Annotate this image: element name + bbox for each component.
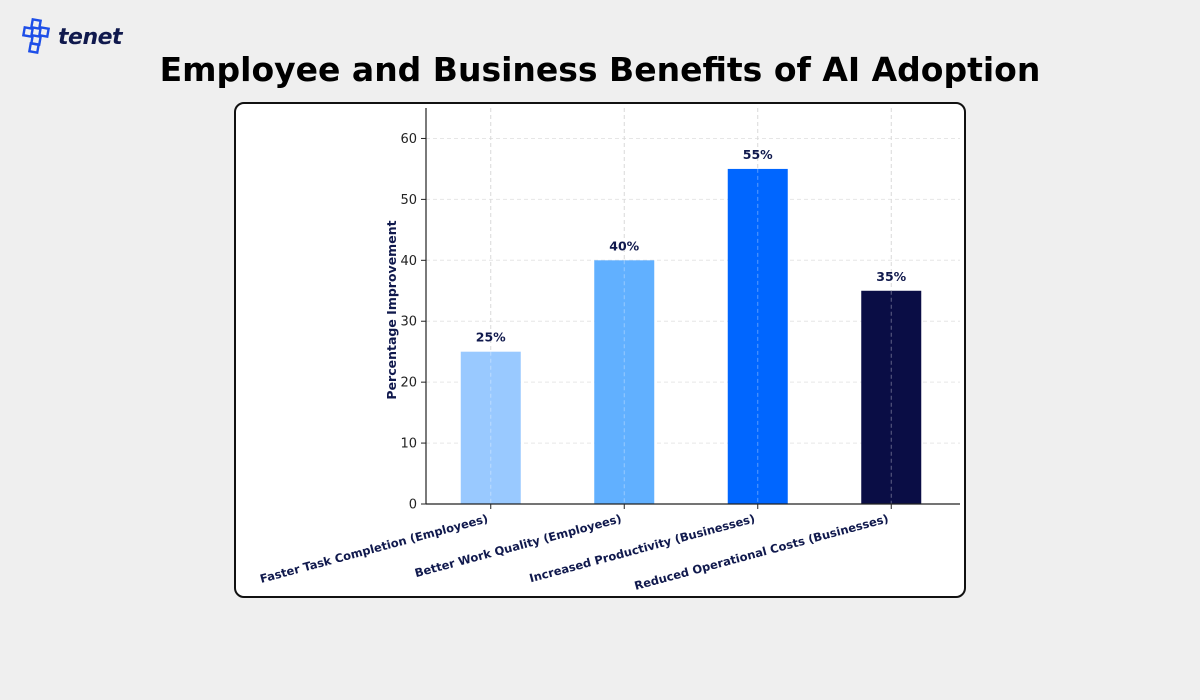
- bar-1: [460, 351, 521, 504]
- bar-2: [594, 260, 655, 504]
- tenet-logo-icon: [21, 18, 51, 55]
- y-tick-label: 50: [400, 193, 417, 208]
- category-label-4: Reduced Operational Costs (Businesses): [633, 511, 890, 592]
- chart-bars: [460, 168, 922, 504]
- y-tick-label: 30: [400, 315, 417, 330]
- data-label-4: 35%: [876, 269, 906, 284]
- bar-4: [861, 290, 922, 504]
- y-tick-label: 10: [400, 437, 417, 452]
- category-label-3: Increased Productivity (Businesses): [528, 511, 757, 585]
- y-tick-label: 40: [400, 254, 417, 269]
- y-axis-title: Percentage Improvement: [384, 220, 399, 399]
- brand-logo: tenet: [20, 18, 123, 56]
- chart-axes: [421, 108, 960, 509]
- category-label-1: Faster Task Completion (Employees): [258, 511, 489, 585]
- chart-card: 0 10 20 30 40 50 60 25% Faster Task Completion (…: [234, 102, 966, 598]
- data-label-2: 40%: [609, 238, 639, 253]
- data-label-1: 25%: [476, 330, 506, 345]
- bar-chart: 0 10 20 30 40 50 60 25% Faster Task Completion (…: [258, 108, 960, 593]
- y-tick-label: 0: [409, 498, 417, 513]
- y-tick-label: 60: [400, 132, 417, 147]
- data-label-3: 55%: [743, 147, 773, 162]
- y-tick-label: 20: [400, 376, 417, 391]
- page-title: Employee and Business Benefits of AI Ado…: [159, 50, 1041, 89]
- bar-3: [727, 168, 788, 504]
- chart-labels: 0 10 20 30 40 50 60 25% Faster Task Completion (…: [258, 132, 906, 593]
- brand-name: tenet: [58, 24, 123, 50]
